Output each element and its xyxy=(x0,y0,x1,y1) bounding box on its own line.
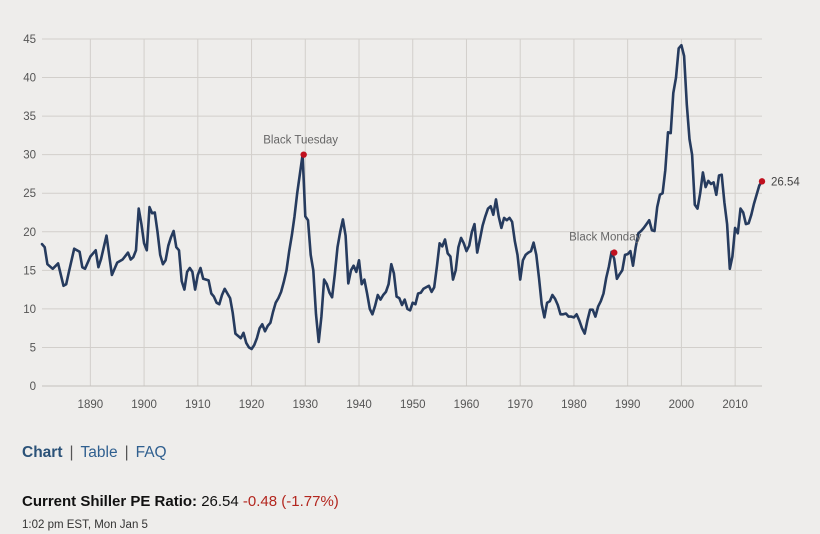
x-axis-tick-labels: 1890 1900 1910 1920 1930 1940 1950 1960 1970 1980… xyxy=(78,399,748,411)
tab-chart[interactable]: Chart xyxy=(22,444,63,461)
black-monday-marker xyxy=(611,249,618,256)
x-tick-label: 1990 xyxy=(615,399,641,411)
current-pe-label: Current Shiller PE Ratio: xyxy=(22,493,198,510)
current-pe-value: 26.54 xyxy=(201,493,239,510)
chart-annotations: Black Tuesday Black Monday 26.54 xyxy=(263,135,800,256)
tab-faq[interactable]: FAQ xyxy=(135,444,167,461)
y-tick-label: 5 xyxy=(30,342,36,354)
update-timestamp: 1:02 pm EST, Mon Jan 5 xyxy=(22,519,148,531)
y-tick-label: 40 xyxy=(23,73,36,85)
view-tabs: Chart | Table | FAQ xyxy=(22,444,167,462)
chart-grid xyxy=(42,38,762,387)
x-tick-label: 1930 xyxy=(292,399,318,411)
x-tick-label: 2010 xyxy=(722,399,748,411)
black-tuesday-label: Black Tuesday xyxy=(263,135,338,147)
x-tick-label: 1900 xyxy=(131,399,157,411)
x-tick-label: 1910 xyxy=(185,399,211,411)
current-pe-change: -0.48 (-1.77%) xyxy=(242,493,339,510)
latest-value-label: 26.54 xyxy=(771,176,800,188)
current-pe-summary: Current Shiller PE Ratio: 26.54 -0.48 (-… xyxy=(22,493,339,510)
tab-separator: | xyxy=(69,444,74,461)
black-tuesday-marker xyxy=(300,151,307,158)
x-tick-label: 1960 xyxy=(454,399,480,411)
y-tick-label: 0 xyxy=(30,381,36,393)
x-tick-label: 1980 xyxy=(561,399,587,411)
black-monday-label: Black Monday xyxy=(569,232,641,244)
tab-separator: | xyxy=(124,444,129,461)
x-tick-label: 1890 xyxy=(78,399,104,411)
y-axis-tick-labels: 0 5 10 15 20 25 30 35 40 45 xyxy=(23,34,36,393)
y-tick-label: 25 xyxy=(23,188,36,200)
y-tick-label: 45 xyxy=(23,34,36,46)
x-tick-label: 1970 xyxy=(507,399,533,411)
y-tick-label: 35 xyxy=(23,111,36,123)
y-tick-label: 10 xyxy=(23,304,36,316)
y-tick-label: 15 xyxy=(23,265,36,277)
x-tick-label: 1950 xyxy=(400,399,426,411)
tab-table[interactable]: Table xyxy=(80,444,118,461)
x-tick-label: 1940 xyxy=(346,399,372,411)
x-tick-label: 1920 xyxy=(239,399,265,411)
latest-value-marker xyxy=(758,178,766,185)
x-tick-label: 2000 xyxy=(669,399,695,411)
y-tick-label: 30 xyxy=(23,150,36,162)
pe-ratio-line xyxy=(40,43,764,351)
y-tick-label: 20 xyxy=(23,227,36,239)
